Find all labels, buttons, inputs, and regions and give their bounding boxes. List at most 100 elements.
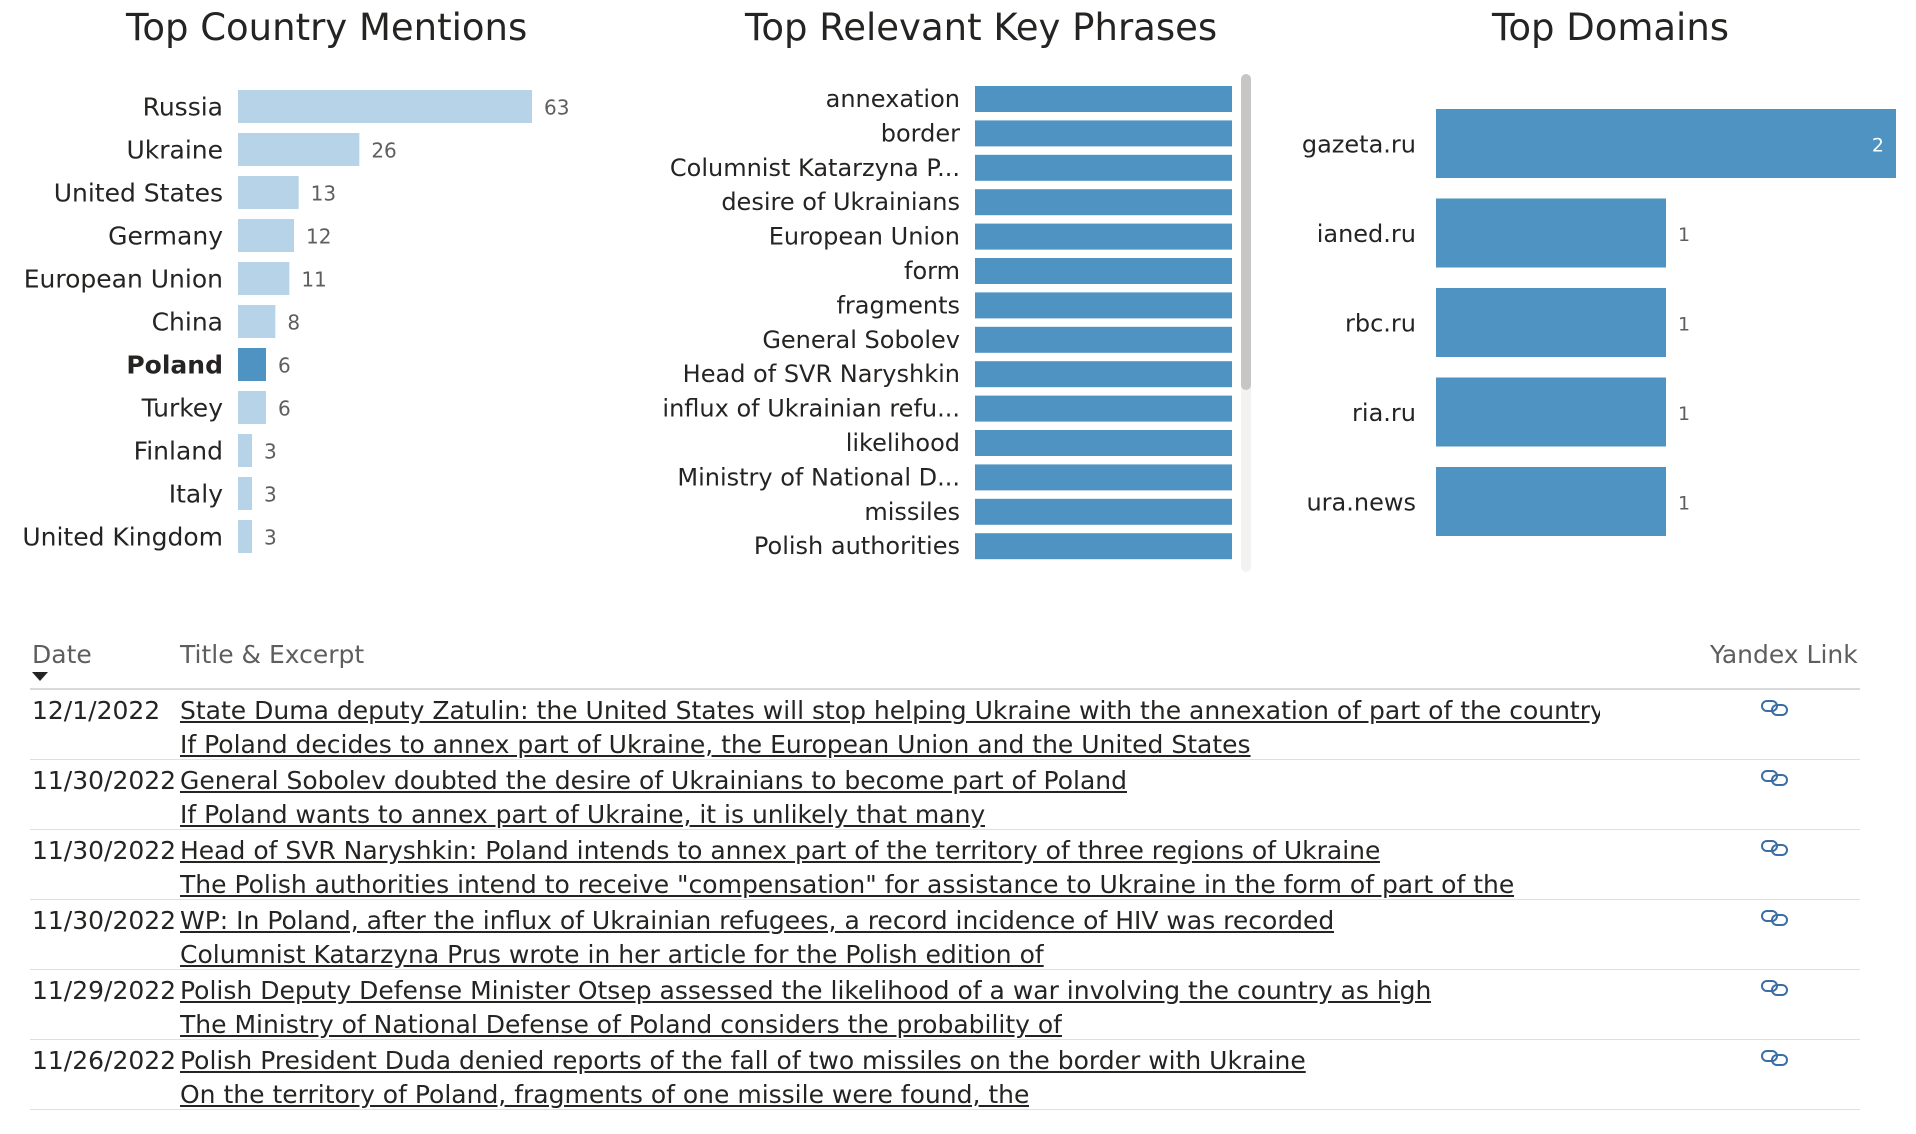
country-bar[interactable]: [238, 90, 532, 123]
country-value-label: 13: [311, 182, 336, 206]
country-bar[interactable]: [238, 262, 290, 295]
phrase-bar[interactable]: [975, 258, 1232, 284]
phrase-bar[interactable]: [975, 154, 1232, 181]
row-date: 11/26/2022: [32, 1046, 177, 1075]
articles-table: Date Title & Excerpt Yandex Link 12/1/20…: [30, 628, 1860, 1110]
domain-bar[interactable]: [1436, 288, 1666, 357]
country-label: Poland: [126, 351, 223, 380]
article-excerpt-link[interactable]: The Ministry of National Defense of Pola…: [180, 1010, 1062, 1039]
country-label: Ukraine: [126, 136, 223, 165]
table-header: Date Title & Excerpt Yandex Link: [30, 628, 1860, 690]
domain-value-label: 2: [1872, 135, 1884, 157]
country-bar[interactable]: [238, 477, 252, 510]
domain-label: gazeta.ru: [1302, 131, 1416, 159]
phrase-label: likelihood: [846, 429, 960, 457]
article-title-link[interactable]: State Duma deputy Zatulin: the United St…: [180, 696, 1600, 725]
link-icon[interactable]: [1760, 976, 1790, 1000]
phrase-bar[interactable]: [975, 223, 1232, 250]
phrase-bar[interactable]: [975, 86, 1232, 112]
title-column-header[interactable]: Title & Excerpt: [180, 640, 365, 669]
link-icon[interactable]: [1760, 766, 1790, 790]
key-phrases-chart: annexation border Columnist Katarzyna P...…: [662, 85, 1232, 560]
phrase-bar[interactable]: [975, 361, 1232, 388]
domain-bar[interactable]: [1436, 377, 1666, 447]
domain-bar[interactable]: [1436, 198, 1666, 268]
sort-descending-icon[interactable]: [32, 672, 48, 681]
phrase-bar[interactable]: [975, 498, 1232, 525]
country-label: United Kingdom: [22, 523, 223, 552]
country-value-label: 6: [278, 354, 291, 378]
country-value-label: 26: [371, 139, 396, 163]
country-value-label: 63: [544, 96, 569, 120]
country-label: China: [152, 308, 223, 337]
phrase-label: Columnist Katarzyna P...: [670, 154, 960, 182]
country-bar[interactable]: [238, 219, 294, 252]
article-title-link[interactable]: Head of SVR Naryshkin: Poland intends to…: [180, 836, 1381, 865]
article-excerpt-link[interactable]: The Polish authorities intend to receive…: [180, 870, 1515, 899]
article-title-link[interactable]: Polish Deputy Defense Minister Otsep ass…: [180, 976, 1432, 1005]
article-excerpt-link[interactable]: If Poland wants to annex part of Ukraine…: [180, 800, 986, 829]
link-icon[interactable]: [1760, 1046, 1790, 1070]
country-bar[interactable]: [238, 434, 252, 467]
article-title-link[interactable]: Polish President Duda denied reports of …: [180, 1046, 1306, 1075]
phrase-bar[interactable]: [975, 326, 1232, 353]
country-bar[interactable]: [238, 176, 299, 209]
table-row: 11/30/2022 General Sobolev doubted the de…: [30, 760, 1860, 830]
phrase-label: General Sobolev: [762, 326, 960, 354]
phrase-bar[interactable]: [975, 533, 1232, 560]
top-domains-chart: gazeta.ru 2 ianed.ru 1 rbc.ru 1 ria.ru 1 ura.new…: [1302, 109, 1896, 536]
domain-bar[interactable]: [1436, 467, 1666, 536]
phrase-label: European Union: [769, 223, 960, 251]
row-date: 11/30/2022: [32, 836, 177, 865]
domains-chart-title: Top Domains: [1492, 6, 1730, 49]
phrase-label: desire of Ukrainians: [721, 188, 960, 216]
country-bar[interactable]: [238, 133, 360, 166]
article-title-link[interactable]: General Sobolev doubted the desire of Uk…: [180, 766, 1128, 795]
row-date: 12/1/2022: [32, 696, 161, 725]
phrases-chart-title: Top Relevant Key Phrases: [745, 6, 1218, 49]
phrase-label: Ministry of National D...: [677, 463, 960, 491]
domain-bar[interactable]: [1436, 109, 1896, 178]
table-row: 11/30/2022 Head of SVR Naryshkin: Poland …: [30, 830, 1860, 900]
phrase-bar[interactable]: [975, 120, 1232, 147]
row-date: 11/30/2022: [32, 766, 177, 795]
phrases-scrollbar-thumb[interactable]: [1241, 74, 1251, 390]
table-row: 11/26/2022 Polish President Duda denied r…: [30, 1040, 1860, 1110]
country-value-label: 3: [264, 483, 277, 507]
country-label: Italy: [169, 480, 223, 509]
table-row: 11/29/2022 Polish Deputy Defense Minister…: [30, 970, 1860, 1040]
article-excerpt-link[interactable]: If Poland decides to annex part of Ukrai…: [180, 730, 1251, 759]
phrase-bar[interactable]: [975, 292, 1232, 319]
phrase-label: missiles: [864, 498, 960, 526]
domain-value-label: 1: [1678, 403, 1690, 425]
domain-value-label: 1: [1678, 224, 1690, 246]
yandex-link-column-header[interactable]: Yandex Link: [1710, 640, 1858, 669]
country-bar[interactable]: [238, 391, 266, 424]
phrases-scrollbar[interactable]: [1241, 74, 1251, 572]
country-bar[interactable]: [238, 348, 266, 381]
link-icon[interactable]: [1760, 906, 1790, 930]
date-column-header[interactable]: Date: [32, 640, 92, 669]
article-excerpt-link[interactable]: On the territory of Poland, fragments of…: [180, 1080, 1030, 1109]
domain-label: rbc.ru: [1345, 310, 1416, 338]
link-icon[interactable]: [1760, 836, 1790, 860]
article-excerpt-link[interactable]: Columnist Katarzyna Prus wrote in her ar…: [180, 940, 1044, 969]
phrase-bar[interactable]: [975, 430, 1232, 456]
country-label: European Union: [24, 265, 223, 294]
country-label: Germany: [108, 222, 223, 251]
country-label: Turkey: [141, 394, 224, 423]
table-body: 12/1/2022 State Duma deputy Zatulin: the …: [30, 690, 1860, 1110]
phrase-bar[interactable]: [975, 395, 1232, 422]
country-value-label: 6: [278, 397, 291, 421]
article-title-link[interactable]: WP: In Poland, after the influx of Ukrai…: [180, 906, 1335, 935]
phrase-bar[interactable]: [975, 464, 1232, 491]
country-label: Finland: [134, 437, 223, 466]
domain-value-label: 1: [1678, 314, 1690, 336]
country-value-label: 8: [287, 311, 300, 335]
phrase-bar[interactable]: [975, 189, 1232, 216]
country-bar[interactable]: [238, 520, 252, 553]
country-bar[interactable]: [238, 305, 276, 338]
domain-label: ria.ru: [1352, 399, 1416, 427]
link-icon[interactable]: [1760, 696, 1790, 720]
